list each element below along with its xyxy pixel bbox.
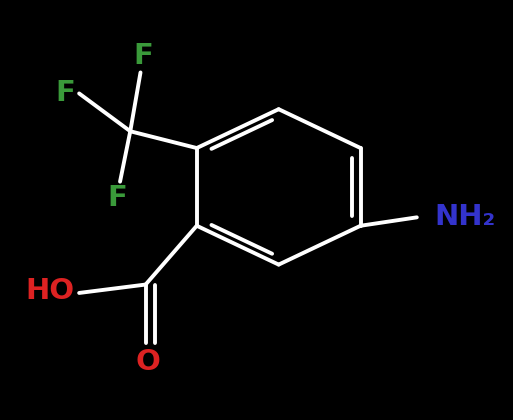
Text: HO: HO [25,277,74,305]
Text: O: O [136,348,161,375]
Text: F: F [108,184,127,212]
Text: NH₂: NH₂ [435,203,496,231]
Text: F: F [55,79,75,108]
Text: F: F [133,42,153,70]
